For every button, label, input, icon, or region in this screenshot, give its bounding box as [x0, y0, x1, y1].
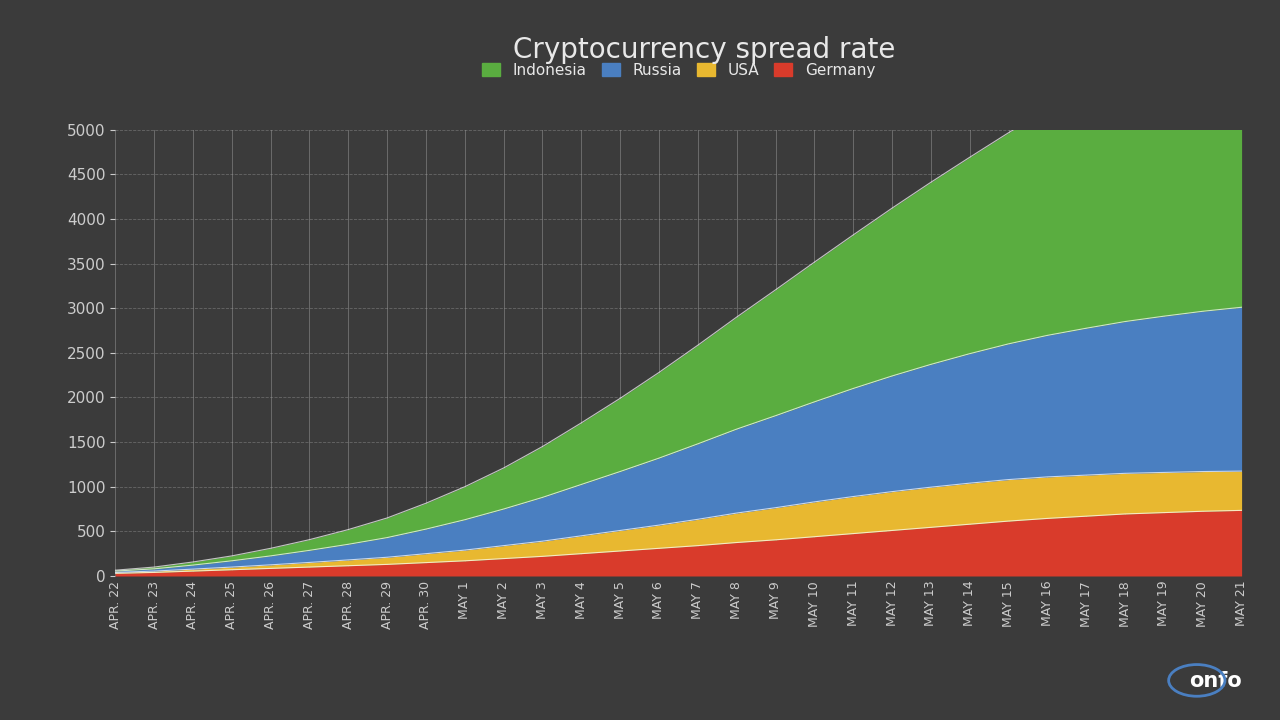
Text: onfo: onfo — [1189, 671, 1242, 691]
Text: Cryptocurrency spread rate: Cryptocurrency spread rate — [513, 37, 895, 64]
Legend: Indonesia, Russia, USA, Germany: Indonesia, Russia, USA, Germany — [476, 57, 881, 84]
